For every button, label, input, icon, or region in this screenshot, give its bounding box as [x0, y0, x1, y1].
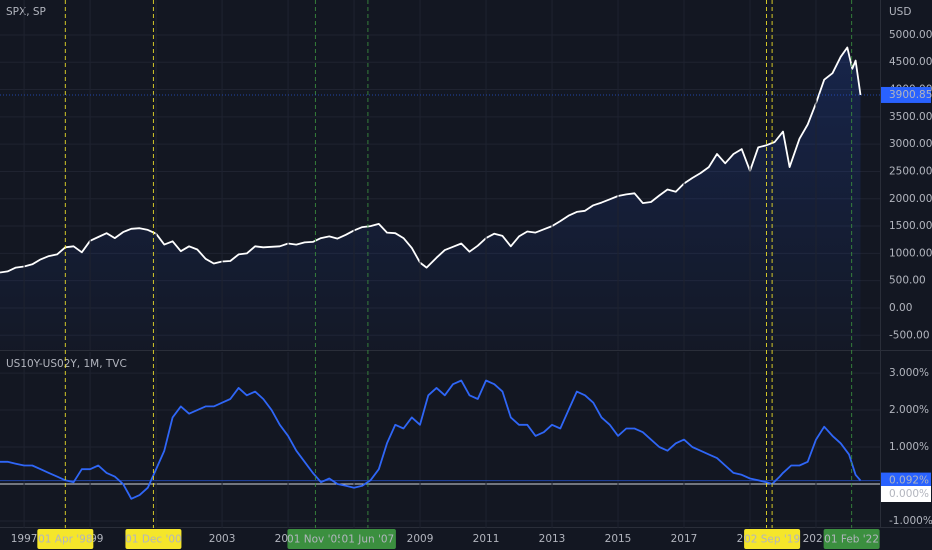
y-tick-label: 0.000% — [889, 488, 929, 500]
last-value-label: 0.092% — [889, 475, 929, 487]
x-tick-label: 2015 — [605, 533, 632, 545]
x-tick-label: 2003 — [209, 533, 236, 545]
last-value-label: 3900.85 — [889, 89, 932, 101]
y-tick-label: -500.00 — [889, 329, 930, 341]
y-tick-label: 2500.00 — [889, 165, 932, 177]
y-tick-label: 0.00 — [889, 302, 912, 314]
y-tick-label: 2.000% — [889, 404, 929, 416]
y-tick-label: 1500.00 — [889, 220, 932, 232]
y-tick-label: 1.000% — [889, 441, 929, 453]
x-tick-label: 2013 — [539, 533, 566, 545]
x-tick-label: 2017 — [671, 533, 698, 545]
y-tick-label: 500.00 — [889, 275, 926, 287]
last-value-box — [881, 472, 931, 489]
zero-label-box — [881, 486, 931, 502]
last-value-box — [881, 86, 931, 103]
y-tick-label: 1000.00 — [889, 247, 932, 259]
event-label-box — [744, 529, 801, 549]
event-label-box — [37, 529, 94, 549]
pane-title: US10Y-US02Y, 1M, TVC — [6, 358, 127, 370]
y-tick-label: 3.000% — [889, 367, 929, 379]
x-tick-label: 2009 — [407, 533, 434, 545]
event-label: 01 Apr '98 — [38, 534, 92, 546]
y-tick-label: 3000.00 — [889, 138, 932, 150]
event-label: 02 Sep '19 — [744, 534, 800, 546]
y-tick-label: 3500.00 — [889, 111, 932, 123]
price-unit: USD — [889, 6, 911, 18]
event-label-box — [823, 529, 880, 549]
x-tick-label: 2011 — [473, 533, 500, 545]
event-label-box — [287, 529, 344, 549]
y-tick-label: 4500.00 — [889, 56, 932, 68]
event-label: 01 Dec '00 — [125, 534, 182, 546]
area-fill — [0, 47, 861, 350]
series-line — [0, 379, 862, 500]
event-label: 01 Jun '07 — [342, 534, 395, 546]
y-tick-label: 5000.00 — [889, 29, 932, 41]
x-tick-label: 1997 — [11, 533, 38, 545]
series-line — [0, 46, 862, 274]
x-tick-label: 2021 — [803, 533, 830, 545]
y-tick-label: -1.000% — [889, 515, 932, 527]
event-label-box — [339, 529, 396, 549]
y-tick-label: 2000.00 — [889, 193, 932, 205]
pane-title: SPX, SP — [6, 6, 46, 18]
event-label: 01 Feb '22 — [824, 534, 879, 546]
event-label-box — [125, 529, 182, 549]
event-label: 01 Nov '05 — [287, 534, 344, 546]
